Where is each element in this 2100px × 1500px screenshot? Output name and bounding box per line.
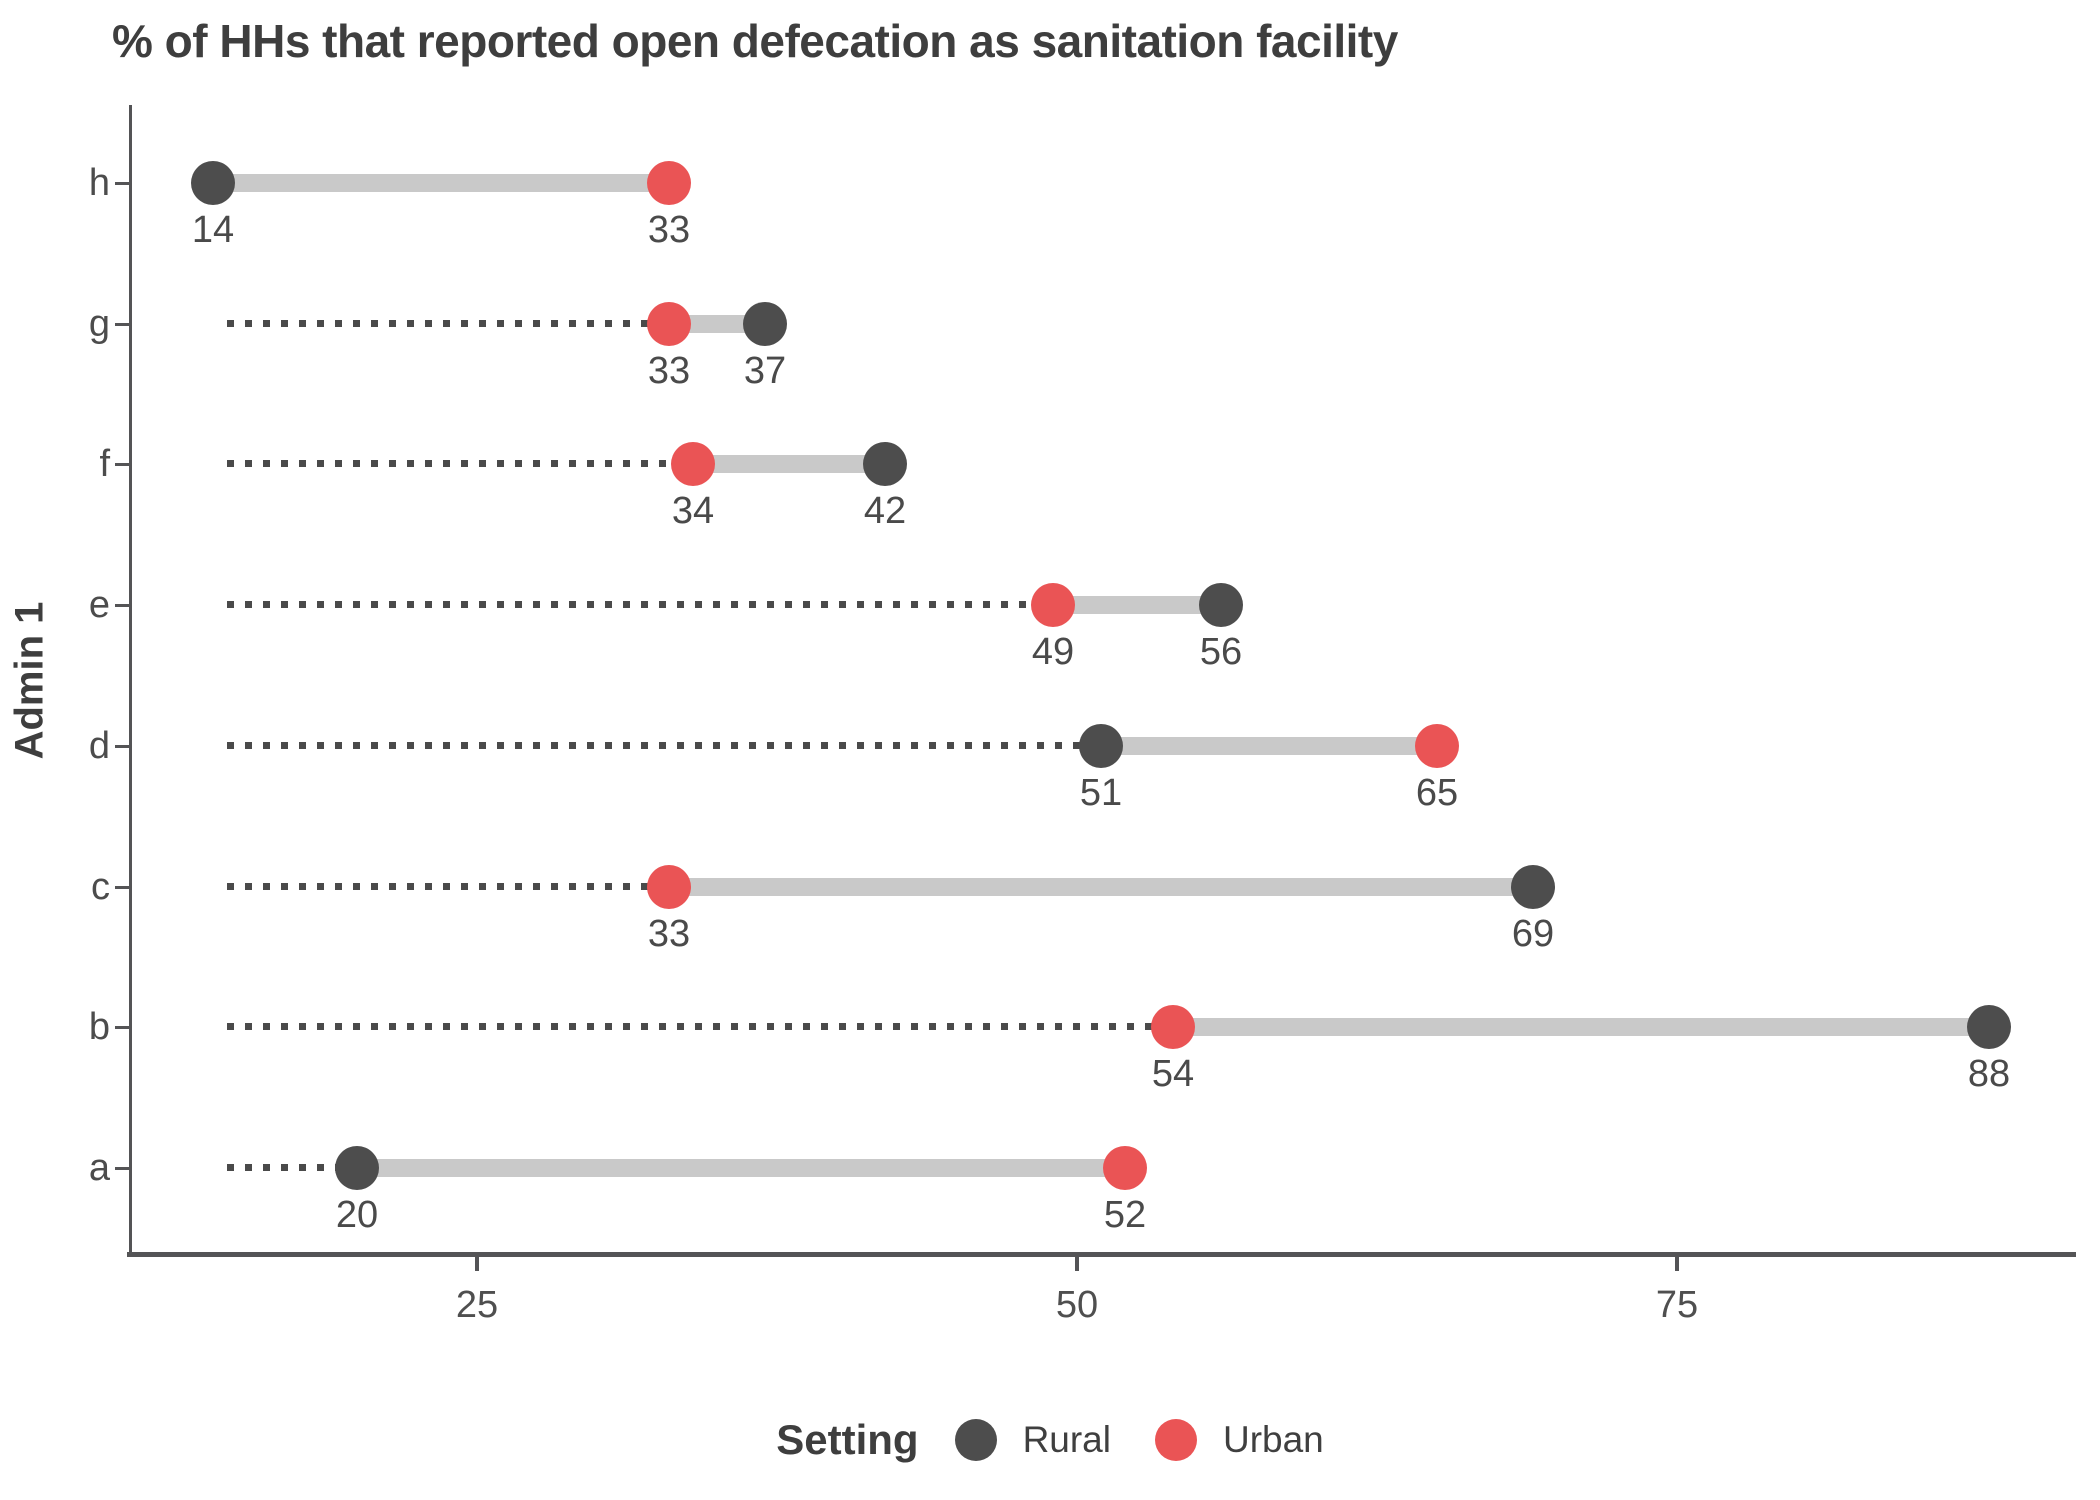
y-tick — [115, 744, 129, 748]
value-label: 33 — [647, 209, 691, 251]
legend-item-urban: Urban — [1154, 1419, 1324, 1461]
rural-dot — [1079, 723, 1123, 768]
legend-label: Urban — [1222, 1419, 1324, 1460]
value-label: 20 — [335, 1193, 379, 1236]
y-tick-label: d — [88, 724, 110, 767]
connector — [693, 455, 885, 474]
value-label: 14 — [191, 209, 235, 251]
x-tick — [475, 1257, 479, 1271]
leader-line — [227, 882, 669, 890]
y-tick — [115, 604, 129, 608]
rural-dot — [191, 161, 235, 205]
legend-swatch-urban — [1154, 1419, 1197, 1461]
connector — [669, 877, 1533, 896]
legend-items: Rural Urban — [954, 1419, 1324, 1461]
value-label: 49 — [1031, 631, 1075, 674]
y-tick-label: g — [88, 302, 110, 345]
connector — [1101, 736, 1437, 755]
x-tick-label: 25 — [455, 1284, 499, 1326]
connector — [213, 174, 669, 192]
value-label: 42 — [863, 490, 907, 533]
y-tick — [115, 182, 129, 185]
connector — [357, 1158, 1125, 1177]
urban-dot — [647, 161, 691, 205]
y-tick — [115, 463, 129, 467]
leader-line — [227, 601, 1053, 609]
y-tick-label: h — [88, 162, 110, 204]
y-tick — [115, 1166, 129, 1170]
urban-dot — [1031, 583, 1075, 628]
rural-dot — [863, 442, 907, 487]
y-tick-label: e — [88, 584, 110, 627]
value-label: 69 — [1511, 912, 1555, 955]
legend-swatch-rural — [954, 1419, 997, 1461]
y-tick-label: f — [99, 443, 110, 486]
y-axis-line — [129, 105, 132, 1252]
urban-dot — [1151, 1005, 1195, 1050]
value-label: 88 — [1967, 1053, 2011, 1096]
value-label: 34 — [671, 490, 715, 533]
connector — [1053, 596, 1221, 615]
legend: Setting Rural Urban — [0, 1408, 2100, 1472]
rural-dot — [1967, 1005, 2011, 1050]
rural-dot — [1199, 583, 1243, 628]
value-label: 51 — [1079, 771, 1123, 814]
value-label: 52 — [1103, 1193, 1147, 1236]
rural-dot — [743, 301, 787, 346]
legend-title: Setting — [776, 1416, 919, 1463]
x-tick — [1675, 1257, 1679, 1271]
value-label: 54 — [1151, 1053, 1195, 1096]
rural-dot — [1511, 864, 1555, 909]
rural-dot — [335, 1145, 379, 1190]
leader-line — [227, 460, 693, 468]
leader-line — [227, 1023, 1173, 1031]
legend-label: Rural — [1022, 1419, 1111, 1460]
value-label: 65 — [1415, 771, 1459, 814]
urban-dot — [1415, 723, 1459, 768]
y-tick-label: b — [88, 1006, 110, 1049]
y-tick-label: a — [88, 1146, 110, 1189]
legend-item-rural: Rural — [954, 1419, 1111, 1461]
value-label: 33 — [647, 912, 691, 955]
chart-title: % of HHs that reported open defecation a… — [112, 15, 1398, 67]
value-label: 37 — [743, 349, 787, 392]
connector — [669, 314, 765, 333]
y-tick — [115, 322, 129, 326]
urban-dot — [647, 301, 691, 346]
y-tick — [115, 885, 129, 889]
leader-line — [227, 741, 1101, 749]
value-label: 56 — [1199, 631, 1243, 674]
x-axis-line — [127, 1252, 2076, 1257]
urban-dot — [647, 864, 691, 909]
x-tick — [1075, 1257, 1079, 1271]
value-label: 33 — [647, 349, 691, 392]
x-tick-label: 50 — [1055, 1284, 1099, 1326]
y-tick — [115, 1026, 129, 1030]
x-tick-label: 75 — [1655, 1284, 1699, 1326]
leader-line — [227, 1163, 357, 1171]
y-tick-label: c — [91, 865, 110, 908]
urban-dot — [1103, 1145, 1147, 1190]
leader-line — [227, 319, 669, 327]
urban-dot — [671, 442, 715, 487]
connector — [1173, 1018, 1989, 1037]
